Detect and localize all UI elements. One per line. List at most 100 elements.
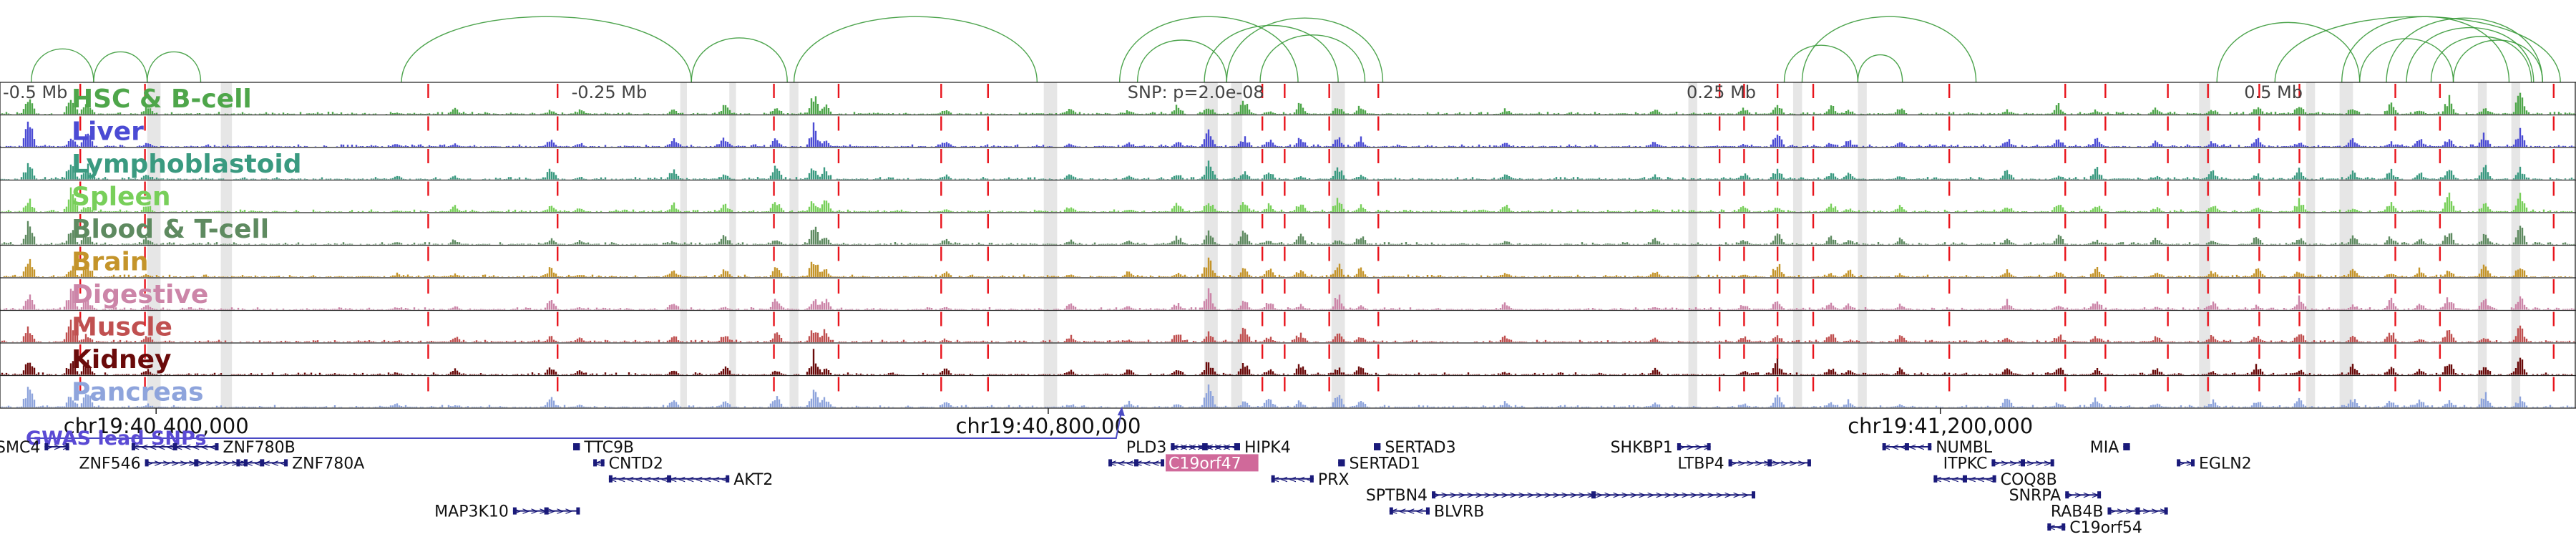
chromatin-loop	[1118, 16, 1299, 83]
chromatin-loop	[1259, 34, 1366, 83]
strand-chevron: >	[1724, 490, 1732, 501]
strand-chevron: >	[1492, 490, 1501, 501]
exon-block	[2065, 491, 2069, 499]
exon-block	[1374, 443, 1377, 450]
signal-track-7	[1, 319, 2575, 342]
strand-chevron: <	[2056, 522, 2064, 533]
position-tick-label: chr19:40,800,000	[955, 414, 1141, 438]
exon-block	[1933, 475, 1938, 483]
exon-block	[726, 475, 730, 483]
exon-block	[2097, 491, 2102, 499]
strand-chevron: >	[1586, 490, 1595, 501]
exon-block	[667, 475, 672, 483]
strand-chevron: <	[1126, 458, 1134, 469]
strand-chevron: <	[245, 458, 254, 469]
track-frame	[0, 82, 2576, 409]
chromatin-loop	[691, 37, 788, 83]
strand-chevron: <	[1108, 458, 1117, 469]
strand-chevron: >	[1595, 490, 1604, 501]
strand-chevron: <	[1196, 442, 1205, 453]
gene-track: >>>PSMC4<<<<<<<<<<ZNF780B>>>>>>>>>>>>ZNF…	[0, 439, 2252, 537]
gene-label-highlight	[1166, 454, 1259, 472]
exon-block	[1338, 459, 1342, 467]
exon-block	[2164, 507, 2168, 515]
exon-block	[131, 443, 135, 450]
strand-chevron: >	[53, 442, 62, 453]
strand-chevron: >	[2125, 506, 2134, 518]
chromatin-loop	[1204, 24, 1339, 83]
exon-block	[215, 443, 219, 450]
strand-chevron: >	[2091, 490, 2099, 501]
chromatin-loop	[2358, 38, 2454, 83]
strand-chevron: >	[1689, 490, 1698, 501]
strand-chevron: <	[609, 474, 618, 485]
strand-chevron: <	[200, 442, 209, 453]
exon-block	[1389, 507, 1393, 515]
strand-chevron: >	[1638, 490, 1646, 501]
signal-track-2	[0, 160, 2575, 180]
strand-chevron: <	[1985, 474, 1994, 485]
strand-chevron: >	[1789, 458, 1797, 469]
relative-tick-label: -0.5 Mb	[3, 82, 67, 102]
gene-label: MIA	[2090, 439, 2119, 457]
gene-label: ZNF780B	[223, 439, 295, 457]
strand-chevron: <	[1231, 442, 1239, 453]
strand-chevron: <	[175, 442, 183, 453]
signal-tracks	[0, 92, 2575, 407]
strand-chevron: >	[214, 458, 223, 469]
strand-chevron: <	[660, 474, 669, 485]
exon-block	[1728, 459, 1732, 467]
strand-chevron: >	[1578, 490, 1586, 501]
strand-chevron: <	[1398, 506, 1407, 518]
gene-label: COQ8B	[2001, 471, 2057, 489]
exon-block	[1341, 459, 1345, 467]
strand-chevron: >	[231, 458, 240, 469]
chromatin-loop	[2216, 21, 2361, 83]
strand-chevron: <	[140, 442, 149, 453]
chromatin-loop	[793, 16, 1038, 83]
strand-chevron: >	[1763, 458, 1772, 469]
strand-chevron: >	[1677, 442, 1686, 453]
gene-label: PLD3	[1126, 439, 1166, 457]
exon-block	[593, 459, 597, 467]
strand-chevron: <	[237, 458, 245, 469]
chromatin-loop	[147, 51, 202, 83]
strand-chevron: <	[209, 442, 218, 453]
strand-chevron: >	[1543, 490, 1552, 501]
strand-chevron: <	[132, 442, 140, 453]
strand-chevron: >	[162, 458, 171, 469]
strand-chevron: <	[1205, 442, 1214, 453]
strand-chevron: >	[205, 458, 214, 469]
red-markers	[79, 84, 2555, 408]
strand-chevron: >	[154, 458, 162, 469]
strand-chevron: <	[1188, 442, 1196, 453]
tissue-label: Pancreas	[72, 378, 204, 407]
strand-chevron: >	[197, 458, 205, 469]
strand-chevron: <	[1968, 474, 1976, 485]
exon-block	[512, 507, 517, 515]
strand-chevron: <	[1976, 474, 1985, 485]
strand-chevron: >	[1655, 490, 1664, 501]
tissue-label: Brain	[72, 248, 148, 277]
strand-chevron: >	[1612, 490, 1621, 501]
strand-chevron: <	[1117, 458, 1126, 469]
gene-label: AKT2	[733, 471, 773, 489]
strand-chevron: >	[2177, 458, 2185, 469]
strand-chevron: >	[2142, 506, 2151, 518]
exon-block	[145, 459, 149, 467]
center-snp-label: SNP: p=2.0e-08	[1128, 82, 1264, 102]
exon-block	[2062, 523, 2066, 531]
gene-label: NUMBL	[1936, 439, 1993, 457]
strand-chevron: <	[1306, 474, 1314, 485]
chromatin-loop	[1857, 54, 1903, 83]
strand-chevron: <	[280, 458, 288, 469]
strand-chevron: <	[1272, 474, 1280, 485]
position-tick-label: chr19:40,400,000	[64, 414, 249, 438]
chromatin-loop	[2430, 36, 2532, 83]
signal-track-0	[1, 92, 2575, 115]
strand-chevron: <	[721, 474, 729, 485]
strand-chevron: >	[1475, 490, 1483, 501]
strand-chevron: <	[1900, 442, 1908, 453]
tissue-label: Digestive	[72, 280, 208, 309]
strand-chevron: >	[2009, 458, 2018, 469]
